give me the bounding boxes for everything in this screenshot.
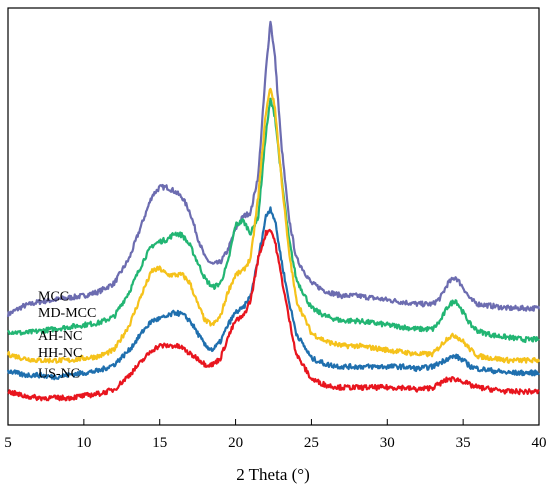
series-label-layer: MCC MD-MCC AH-NC HH-NC US-NC [38, 289, 96, 381]
x-tick-label: 5 [4, 435, 12, 451]
x-tick-label: 30 [380, 435, 395, 451]
x-tick-label: 15 [152, 435, 167, 451]
series-line-mcc [6, 20, 541, 318]
series-label: AH-NC [38, 329, 82, 344]
series-line-md-mcc [7, 97, 540, 344]
x-tick-label: 10 [76, 435, 91, 451]
plot-frame [7, 7, 540, 426]
x-tick-label: 40 [532, 435, 547, 451]
series-layer [6, 20, 541, 402]
x-tick-label: 25 [304, 435, 319, 451]
series-label: MCC [38, 289, 69, 304]
series-label: HH-NC [38, 346, 82, 361]
x-axis-ticks: 5 10 15 20 25 30 35 40 [4, 419, 547, 451]
series-line-hh-nc [6, 206, 540, 381]
series-line-us-nc [7, 228, 540, 402]
x-tick-label: 20 [228, 435, 243, 451]
series-line-ah-nc [6, 87, 541, 364]
x-axis-label: 2 Theta (°) [236, 465, 310, 484]
series-label: MD-MCC [38, 306, 96, 321]
series-label: US-NC [38, 367, 80, 382]
x-tick-label: 35 [456, 435, 471, 451]
plot-border [7, 7, 540, 426]
